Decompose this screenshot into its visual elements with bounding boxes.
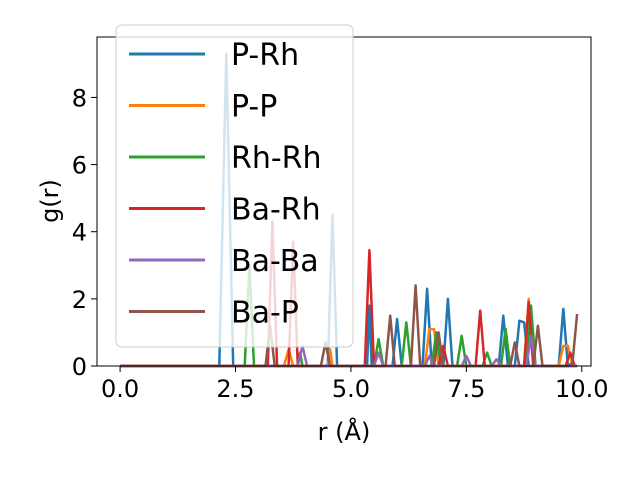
x-tick-label: 5.0 (332, 375, 370, 403)
legend-label-rh-rh: Rh-Rh (231, 141, 322, 176)
legend-label-ba-rh: Ba-Rh (231, 193, 321, 228)
x-tick-label: 7.5 (447, 375, 485, 403)
x-tick-label: 10.0 (555, 375, 608, 403)
legend-label-ba-ba: Ba-Ba (231, 244, 319, 279)
series-line-p-p (120, 297, 574, 368)
legend-label-ba-p: Ba-P (231, 296, 299, 331)
y-tick-label: 6 (72, 152, 87, 180)
x-axis-label: r (Å) (318, 417, 371, 446)
y-tick-label: 0 (72, 353, 87, 381)
legend-label-p-rh: P-Rh (231, 38, 299, 73)
y-axis-label: g(r) (36, 179, 64, 223)
legend-items: P-Rh P-P Rh-Rh Ba-Rh Ba-Ba Ba-P (129, 38, 322, 331)
y-tick-label: 8 (72, 84, 87, 112)
legend-label-p-p: P-P (231, 90, 277, 125)
x-tick-label: 2.5 (216, 375, 254, 403)
y-tick-label: 2 (72, 286, 87, 314)
y-tick-label: 4 (72, 219, 87, 247)
legend: P-Rh P-P Rh-Rh Ba-Rh Ba-Ba Ba-P (115, 24, 354, 348)
y-axis-ticks: 0 2 4 6 8 (72, 84, 97, 381)
x-axis-ticks: 0.0 2.5 5.0 7.5 10.0 (101, 366, 608, 403)
x-tick-label: 0.0 (101, 375, 139, 403)
